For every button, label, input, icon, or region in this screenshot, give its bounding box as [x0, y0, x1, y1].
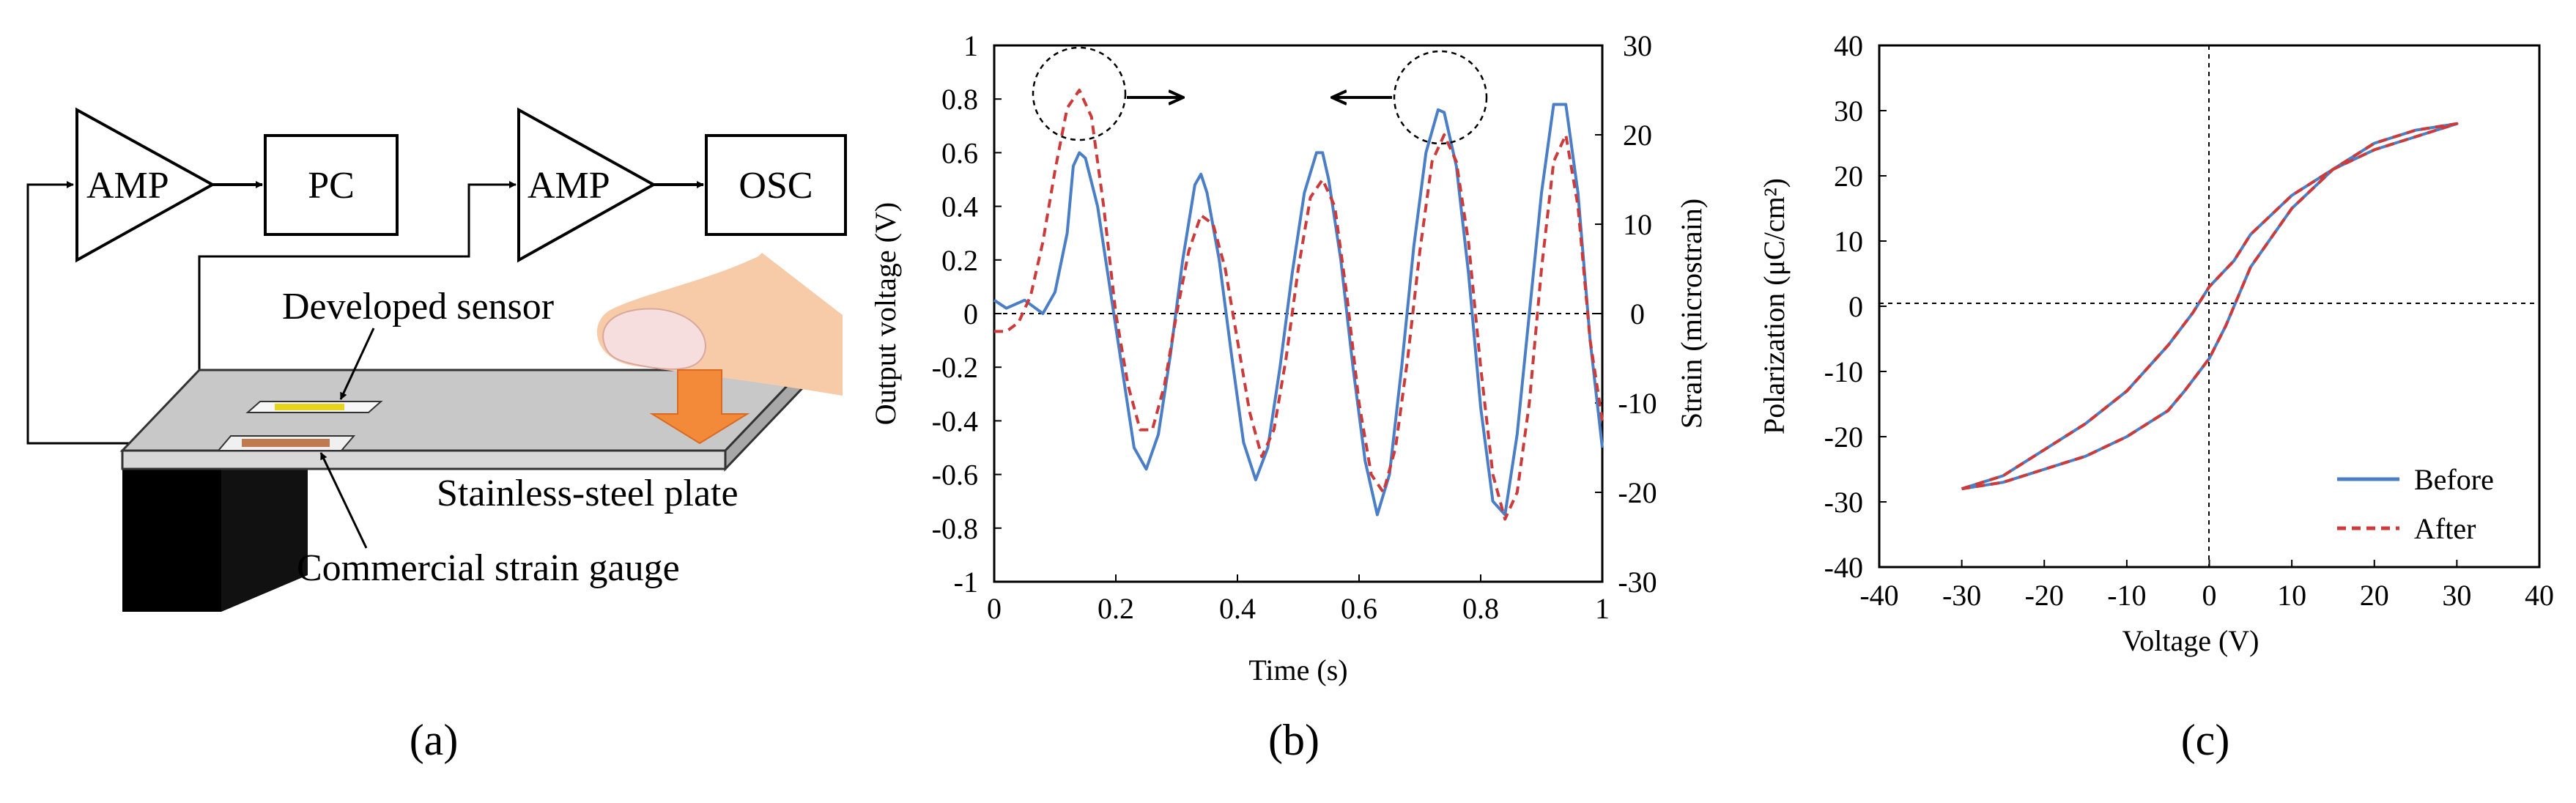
chart-c-xtick-label: 40	[2525, 579, 2554, 612]
chart-b-y2tick-label: -10	[1618, 387, 1657, 420]
chart-c-xtick-label: 30	[2442, 579, 2471, 612]
developed-sensor-label: Developed sensor	[282, 286, 554, 328]
annotation-circle-right	[1393, 50, 1488, 145]
strain-gauge-element	[242, 439, 330, 447]
chart-b-y2tick-label: -30	[1618, 566, 1657, 599]
chart-c-xtick-label: -40	[1859, 579, 1898, 612]
developed-sensor-element	[275, 404, 344, 410]
chart-c-ytick-label: 40	[1834, 29, 1863, 62]
chart-b-y2tick-label: 20	[1623, 119, 1652, 152]
chart-b-ytick-label: 0.2	[941, 244, 978, 277]
chart-b-xtick-label: 0.8	[1462, 592, 1499, 625]
amp1-triangle	[75, 107, 216, 263]
caption-b: (b)	[1268, 716, 1320, 764]
chart-b-xtick-label: 0.2	[1098, 592, 1134, 625]
chart-c-ytick-label: 30	[1834, 95, 1863, 127]
chart-c-xtick-label: 0	[2202, 579, 2217, 612]
gauge-wire	[26, 181, 220, 445]
chart-c-ytick-label: -30	[1824, 486, 1863, 519]
amp1-label: AMP	[86, 165, 169, 207]
chart-b-ytick-label: 0.8	[941, 83, 978, 116]
chart-b-ytick-label: 1	[963, 29, 978, 62]
annotation-circle-left	[1032, 46, 1127, 141]
chart-c-xtick-label: -30	[1942, 579, 1981, 612]
chart-b-xtick-label: 0.6	[1341, 592, 1377, 625]
chart-b-y2tick-label: 0	[1630, 297, 1645, 330]
chart-c-ytick-label: -40	[1824, 551, 1863, 584]
chart-b-ytick-label: -0.8	[932, 512, 978, 545]
chart-b-y2label: Strain (microstrain)	[1675, 199, 1708, 429]
legend-before-label: Before	[2414, 463, 2494, 496]
gauge-leader	[319, 452, 368, 549]
panel-a-schematic: AMP PC AMP OSC Develop	[26, 107, 847, 764]
chart-b-y2tick-label: -20	[1618, 476, 1657, 509]
chart-b-strain-line	[994, 89, 1604, 521]
panel-b-chart: 0 0.2 0.4 0.6 0.8 1 1 0.8 0.6 0.4 0.2 0 -0.2 -0.4 -0.6…	[869, 29, 1708, 764]
chart-b-ytick-label: 0	[963, 297, 978, 330]
chart-b-xtick-label: 0.4	[1219, 592, 1256, 625]
chart-c-ylabel: Polarization (μC/cm²)	[1758, 178, 1791, 434]
chart-b-ytick-label: -1	[954, 566, 978, 599]
chart-c-ytick-label: -10	[1824, 355, 1863, 388]
plate-label: Stainless-steel plate	[437, 473, 739, 514]
chart-c-ytick-label: 0	[1848, 290, 1863, 323]
legend-after-label: After	[2414, 512, 2476, 545]
chart-b-ytick-label: 0.4	[941, 190, 978, 223]
chart-c-after-loop	[1961, 122, 2459, 491]
chart-b-ytick-label: -0.4	[932, 404, 978, 437]
support-block-front	[122, 462, 221, 612]
chart-b-xtick-label: 1	[1595, 592, 1610, 625]
caption-a: (a)	[410, 716, 459, 764]
chart-b-y2tick-label: 10	[1623, 208, 1652, 241]
chart-c-xtick-label: -20	[2025, 579, 2064, 612]
chart-b-ytick-label: -0.2	[932, 351, 978, 384]
chart-c-xlabel: Voltage (V)	[2122, 624, 2259, 657]
chart-b-ytick-label: 0.6	[941, 136, 978, 169]
chart-c-xtick-label: 20	[2360, 579, 2389, 612]
chart-c-ytick-label: -20	[1824, 421, 1863, 454]
press-arrow	[649, 369, 750, 445]
chart-c-ytick-label: 20	[1834, 160, 1863, 193]
chart-b-voltage-line	[993, 103, 1604, 517]
gauge-label: Commercial strain gauge	[297, 547, 680, 589]
amp2-label: AMP	[528, 165, 610, 207]
plate-front	[121, 449, 727, 470]
chart-c-xtick-label: 10	[2277, 579, 2306, 612]
chart-b-ylabel: Output voltage (V)	[869, 202, 902, 425]
fingernail	[602, 308, 706, 370]
chart-b-xlabel: Time (s)	[1248, 654, 1347, 687]
chart-b-ytick-label: -0.6	[932, 459, 978, 492]
chart-c-ytick-label: 10	[1834, 225, 1863, 258]
osc-label: OSC	[739, 165, 813, 207]
chart-b-xtick-label: 0	[987, 592, 1002, 625]
chart-c-xtick-label: -10	[2107, 579, 2146, 612]
developed-sensor-leader	[339, 328, 375, 400]
pc-box	[264, 134, 399, 236]
support-block-side	[221, 425, 308, 612]
caption-c: (c)	[2181, 716, 2230, 764]
chart-b-y2tick-label: 30	[1623, 29, 1652, 62]
amp2-triangle	[517, 107, 657, 263]
osc-box	[705, 134, 847, 236]
panel-c-chart: -40 -30 -20 -10 0 10 20 30 40 40 30 20 10 0 -10 -20 -30 -…	[1758, 29, 2554, 764]
pc-label: PC	[308, 165, 355, 207]
